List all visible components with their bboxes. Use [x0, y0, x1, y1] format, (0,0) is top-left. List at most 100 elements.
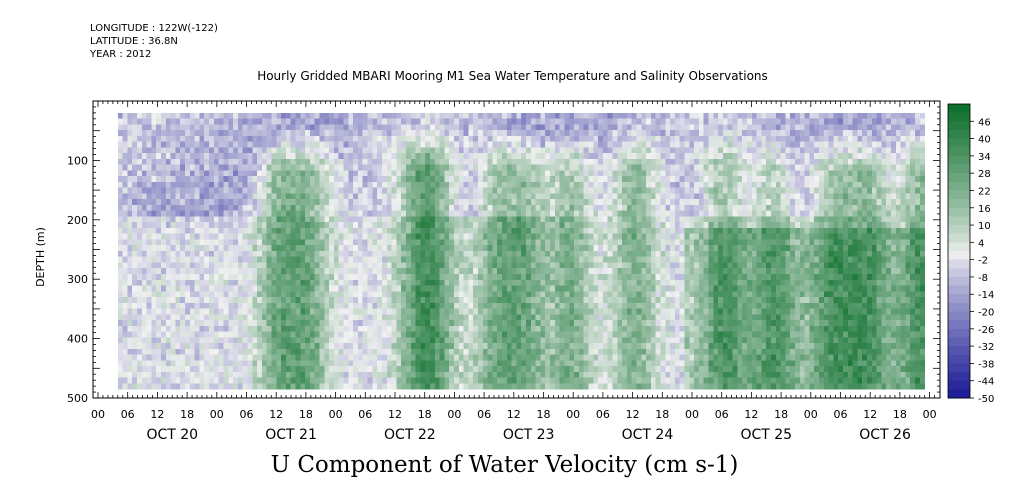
heatmap-cell [516, 268, 522, 275]
heatmap-cell [828, 158, 834, 166]
heatmap-cell [895, 251, 902, 258]
heatmap-cell [886, 256, 892, 264]
heatmap-cell [473, 135, 479, 143]
heatmap-cell [458, 233, 465, 241]
heatmap-cell [276, 141, 282, 149]
heatmap-cell [410, 228, 417, 235]
heatmap-cell [266, 262, 273, 269]
heatmap-cell [410, 147, 417, 154]
heatmap-cell [867, 233, 873, 241]
heatmap-cell [593, 118, 599, 125]
heatmap-cell [406, 233, 412, 241]
heatmap-cell [516, 279, 522, 287]
heatmap-cell [137, 256, 143, 264]
heatmap-cell [766, 268, 772, 275]
heatmap-cell [732, 222, 738, 229]
heatmap-cell [406, 268, 412, 275]
heatmap-cell [708, 176, 714, 183]
heatmap-cell [732, 274, 738, 281]
heatmap-cell [425, 176, 431, 183]
heatmap-cell [833, 262, 839, 269]
heatmap-cell [449, 187, 455, 195]
heatmap-cell [314, 164, 321, 172]
heatmap-cell [343, 170, 349, 177]
heatmap-cell [386, 216, 393, 223]
heatmap-cell [362, 204, 369, 212]
heatmap-cell [386, 256, 393, 264]
heatmap-cell [386, 153, 393, 160]
heatmap-cell [242, 147, 249, 154]
heatmap-cell [170, 153, 176, 160]
heatmap-cell [569, 251, 575, 258]
heatmap-cell [598, 251, 604, 258]
heatmap-cell [492, 112, 498, 120]
heatmap-cell [828, 193, 834, 200]
heatmap-cell [252, 130, 258, 137]
heatmap-cell [915, 199, 921, 206]
heatmap-cell [564, 279, 570, 287]
heatmap-cell [819, 124, 825, 131]
heatmap-cell [343, 181, 349, 189]
heatmap-cell [737, 164, 743, 172]
heatmap-cell [204, 251, 210, 258]
heatmap-cell [305, 135, 311, 143]
heatmap-cell [554, 170, 561, 177]
heatmap-cell [598, 147, 604, 154]
heatmap-cell [574, 268, 580, 275]
heatmap-cell [915, 158, 921, 166]
heatmap-cell [425, 130, 431, 137]
heatmap-cell [703, 181, 710, 189]
heatmap-cell [300, 135, 306, 143]
heatmap-cell [526, 204, 532, 212]
heatmap-cell [425, 222, 431, 229]
heatmap-cell [871, 193, 878, 200]
heatmap-cell [473, 216, 479, 223]
heatmap-cell [324, 135, 330, 143]
heatmap-cell [602, 199, 609, 206]
heatmap-cell [406, 262, 412, 269]
heatmap-cell [228, 268, 234, 275]
heatmap-cell [545, 279, 551, 287]
heatmap-cell [175, 204, 181, 212]
heatmap-cell [213, 153, 220, 160]
heatmap-cell [338, 124, 345, 131]
heatmap-cell [684, 279, 690, 287]
heatmap-cell [261, 199, 268, 206]
heatmap-cell [703, 118, 710, 125]
heatmap-cell [137, 124, 143, 131]
heatmap-cell [641, 233, 647, 241]
heatmap-cell [492, 176, 498, 183]
heatmap-cell [660, 222, 666, 229]
heatmap-cell [814, 204, 820, 212]
heatmap-cell [434, 135, 441, 143]
heatmap-cell [420, 204, 426, 212]
heatmap-cell [300, 251, 306, 258]
heatmap-cell [357, 135, 364, 143]
heatmap-cell [300, 204, 306, 212]
heatmap-cell [895, 222, 902, 229]
heatmap-cell [324, 130, 330, 137]
heatmap-cell [362, 210, 369, 218]
heatmap-cell [780, 164, 786, 172]
heatmap-cell [713, 222, 719, 229]
heatmap-cell [612, 118, 618, 125]
heatmap-cell [583, 222, 590, 229]
heatmap-cell [406, 279, 412, 287]
heatmap-cell [689, 251, 695, 258]
heatmap-cell [185, 130, 191, 137]
heatmap-cell [833, 199, 839, 206]
heatmap-cell [622, 239, 628, 246]
heatmap-cell [588, 216, 594, 223]
heatmap-cell [377, 279, 383, 287]
heatmap-cell [377, 164, 383, 172]
heatmap-cell [497, 164, 503, 172]
heatmap-cell [165, 176, 172, 183]
heatmap-cell [309, 164, 316, 172]
heatmap-cell [381, 239, 388, 246]
heatmap-cell [833, 135, 839, 143]
heatmap-cell [823, 251, 830, 258]
heatmap-cell [886, 181, 892, 189]
heatmap-cell [511, 279, 517, 287]
heatmap-cell [852, 239, 858, 246]
heatmap-cell [559, 210, 565, 218]
